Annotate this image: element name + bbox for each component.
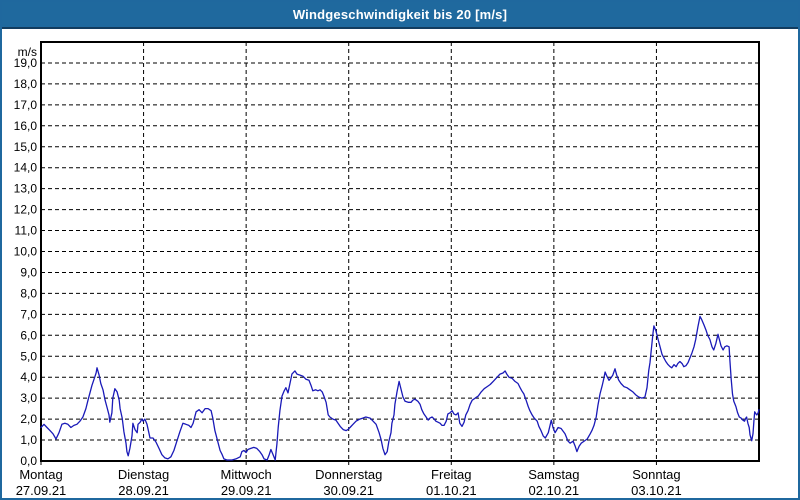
- x-date-label: 28.09.21: [118, 483, 169, 498]
- x-date-label: 29.09.21: [221, 483, 272, 498]
- page-title: Windgeschwindigkeit bis 20 [m/s]: [292, 7, 508, 22]
- y-tick-label: 18,0: [14, 77, 38, 91]
- y-tick-label: 5,0: [20, 349, 37, 363]
- wind-speed-line: [40, 315, 760, 461]
- y-tick-label: 7,0: [20, 307, 37, 321]
- y-tick-label: 0,0: [20, 454, 37, 468]
- title-bar: Windgeschwindigkeit bis 20 [m/s]: [2, 2, 798, 29]
- x-day-label: Sonntag: [632, 467, 680, 482]
- y-tick-label: 14,0: [14, 161, 38, 175]
- x-date-label: 02.10.21: [529, 483, 580, 498]
- x-date-label: 30.09.21: [323, 483, 374, 498]
- x-day-label: Montag: [19, 467, 62, 482]
- x-day-label: Dienstag: [118, 467, 169, 482]
- plot-border: [40, 41, 760, 462]
- x-day-label: Donnerstag: [315, 467, 382, 482]
- x-date-label: 01.10.21: [426, 483, 477, 498]
- x-date-label: 03.10.21: [631, 483, 682, 498]
- y-tick-label: 19,0: [14, 56, 38, 70]
- y-tick-label: 12,0: [14, 203, 38, 217]
- y-tick-label: 17,0: [14, 98, 38, 112]
- y-tick-label: 16,0: [14, 119, 38, 133]
- x-day-label: Samstag: [528, 467, 579, 482]
- y-tick-label: 2,0: [20, 412, 37, 426]
- y-unit-label: m/s: [18, 45, 37, 59]
- y-tick-label: 6,0: [20, 328, 37, 342]
- x-date-label: 27.09.21: [16, 483, 67, 498]
- y-tick-label: 9,0: [20, 265, 37, 279]
- x-day-label: Mittwoch: [220, 467, 271, 482]
- y-tick-label: 10,0: [14, 245, 38, 259]
- y-tick-label: 8,0: [20, 286, 37, 300]
- y-tick-label: 15,0: [14, 140, 38, 154]
- x-day-label: Freitag: [431, 467, 471, 482]
- y-tick-label: 13,0: [14, 182, 38, 196]
- y-tick-label: 1,0: [20, 433, 37, 447]
- y-tick-label: 11,0: [15, 224, 38, 238]
- y-tick-label: 4,0: [20, 370, 37, 384]
- y-tick-label: 3,0: [20, 391, 37, 405]
